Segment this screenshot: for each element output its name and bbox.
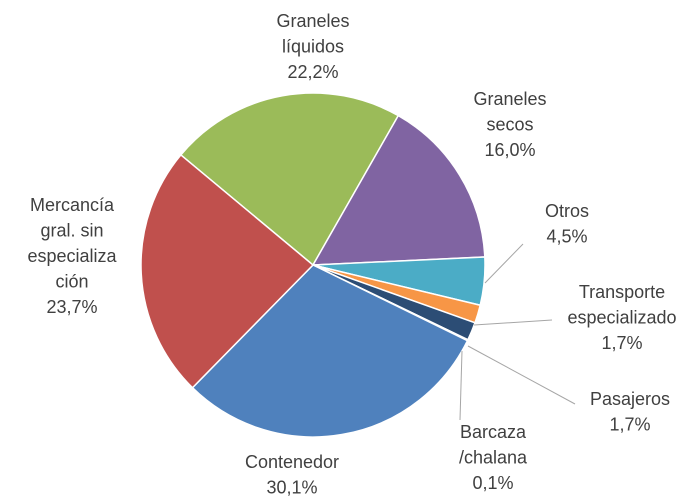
category-label: Mercancía xyxy=(30,195,115,215)
category-label: Pasajeros xyxy=(590,389,670,409)
category-label: Graneles xyxy=(473,89,546,109)
category-label: Graneles xyxy=(276,11,349,31)
data-label: Transporte especializado 1,7% xyxy=(567,282,676,353)
leader-line xyxy=(459,350,463,421)
data-label: Contenedor 30,1% xyxy=(245,452,339,497)
category-label: gral. sin xyxy=(40,220,103,240)
category-label: secos xyxy=(486,114,533,134)
pie-slice xyxy=(140,153,315,389)
data-label: Pasajeros 1,7% xyxy=(590,389,670,435)
value-label: 30,1% xyxy=(266,477,317,497)
category-label: Transporte xyxy=(579,282,665,302)
leader-line xyxy=(473,319,553,326)
value-label: 4,5% xyxy=(546,226,587,246)
category-label: Barcaza xyxy=(460,422,527,442)
value-label: 23,7% xyxy=(46,297,97,317)
value-label: 0,1% xyxy=(472,473,513,493)
leader-line xyxy=(467,345,576,405)
data-label: Graneles líquidos 22,2% xyxy=(276,11,349,82)
data-label: Otros 4,5% xyxy=(545,201,589,247)
value-label: 1,7% xyxy=(601,333,642,353)
category-label: Contenedor xyxy=(245,452,339,472)
category-label: ción xyxy=(55,271,88,291)
data-label: Mercancía gral. sin especializa ción 23,7% xyxy=(27,195,117,317)
category-label: especializado xyxy=(567,307,676,327)
category-label: especializa xyxy=(27,246,117,266)
value-label: 16,0% xyxy=(484,140,535,160)
value-label: 1,7% xyxy=(609,414,650,434)
category-label: Otros xyxy=(545,201,589,221)
pie-slice xyxy=(191,264,469,438)
value-label: 22,2% xyxy=(287,62,338,82)
pie-slice xyxy=(311,114,486,266)
pie-slice xyxy=(179,92,400,267)
category-label: líquidos xyxy=(282,36,344,56)
leader-line xyxy=(484,243,524,284)
data-label: Graneles secos 16,0% xyxy=(473,89,546,160)
data-label: Barcaza/chalana 0,1% xyxy=(459,422,528,493)
category-label: /chalana xyxy=(459,447,528,467)
